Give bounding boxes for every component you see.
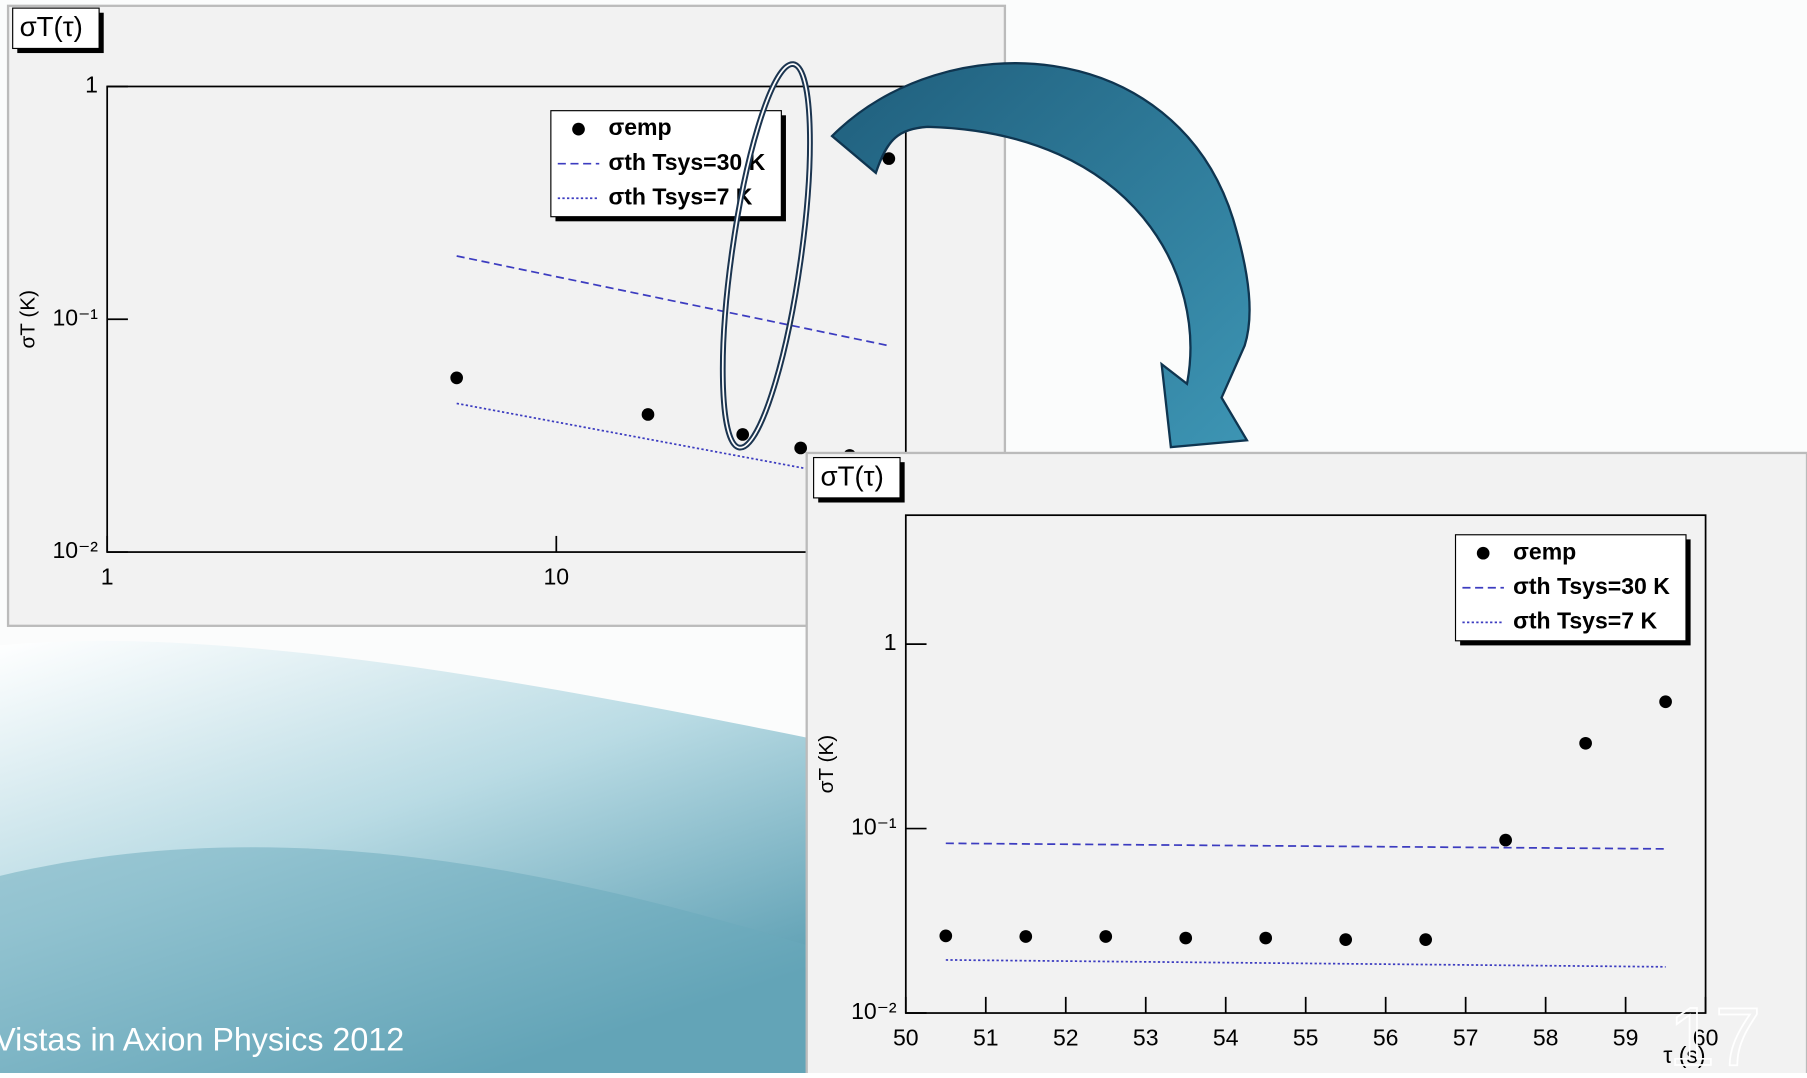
data-point: [1179, 932, 1192, 945]
legend-label: σth Tsys=7 K: [608, 183, 752, 209]
data-point: [1499, 834, 1512, 847]
legend-label: σemp: [1513, 538, 1576, 564]
legend-label: σth Tsys=30 K: [608, 149, 765, 175]
y-tick-label: 1: [85, 72, 98, 98]
legend-label: σth Tsys=7 K: [1513, 607, 1657, 633]
x-tick-label: 52: [1053, 1025, 1079, 1051]
legend-marker: [1477, 547, 1490, 560]
data-point: [1419, 933, 1432, 946]
data-point: [1659, 695, 1672, 708]
x-tick-label: 58: [1533, 1025, 1559, 1051]
y-axis-label: σT (K): [16, 290, 39, 348]
x-tick-label: 51: [973, 1025, 999, 1051]
data-point: [1019, 930, 1032, 943]
y-tick-label: 10⁻¹: [851, 814, 897, 840]
chart-title: σT(τ): [20, 11, 83, 42]
x-tick-label: 59: [1613, 1025, 1639, 1051]
page-number: 17: [1669, 990, 1761, 1073]
y-axis-label: σT (K): [815, 735, 838, 794]
data-point: [1099, 930, 1112, 943]
y-tick-label: 10⁻¹: [53, 304, 99, 330]
y-tick-label: 10⁻²: [851, 998, 897, 1024]
data-point: [642, 408, 655, 421]
legend-label: σth Tsys=30 K: [1513, 573, 1670, 599]
legend-label: σemp: [608, 114, 671, 140]
data-point: [1579, 737, 1592, 750]
data-point: [1259, 932, 1272, 945]
y-tick-label: 10⁻²: [53, 537, 99, 563]
data-point: [450, 372, 463, 385]
data-point: [1339, 933, 1352, 946]
data-point: [939, 930, 952, 943]
x-tick-label: 56: [1373, 1025, 1399, 1051]
x-tick-label: 54: [1213, 1025, 1239, 1051]
x-tick-label: 57: [1453, 1025, 1479, 1051]
x-tick-label: 55: [1293, 1025, 1319, 1051]
y-tick-label: 1: [884, 629, 897, 655]
data-point: [736, 428, 749, 441]
x-tick-label: 1: [101, 564, 114, 590]
data-point: [794, 442, 807, 455]
x-tick-label: 53: [1133, 1025, 1159, 1051]
page: {"footer": {"text": "Vistas in Axion Phy…: [0, 0, 1807, 1073]
footer-text: Vistas in Axion Physics 2012: [0, 1021, 404, 1057]
x-tick-label: 10: [543, 564, 569, 590]
chart-title: σT(τ): [821, 461, 884, 492]
x-tick-label: 50: [893, 1025, 919, 1051]
legend-marker: [572, 123, 585, 136]
slide: σT(τ) σT (K) 10⁻² 10⁻¹ 1 1 10 σemp σth Tsys=30 K…: [0, 0, 1807, 1073]
